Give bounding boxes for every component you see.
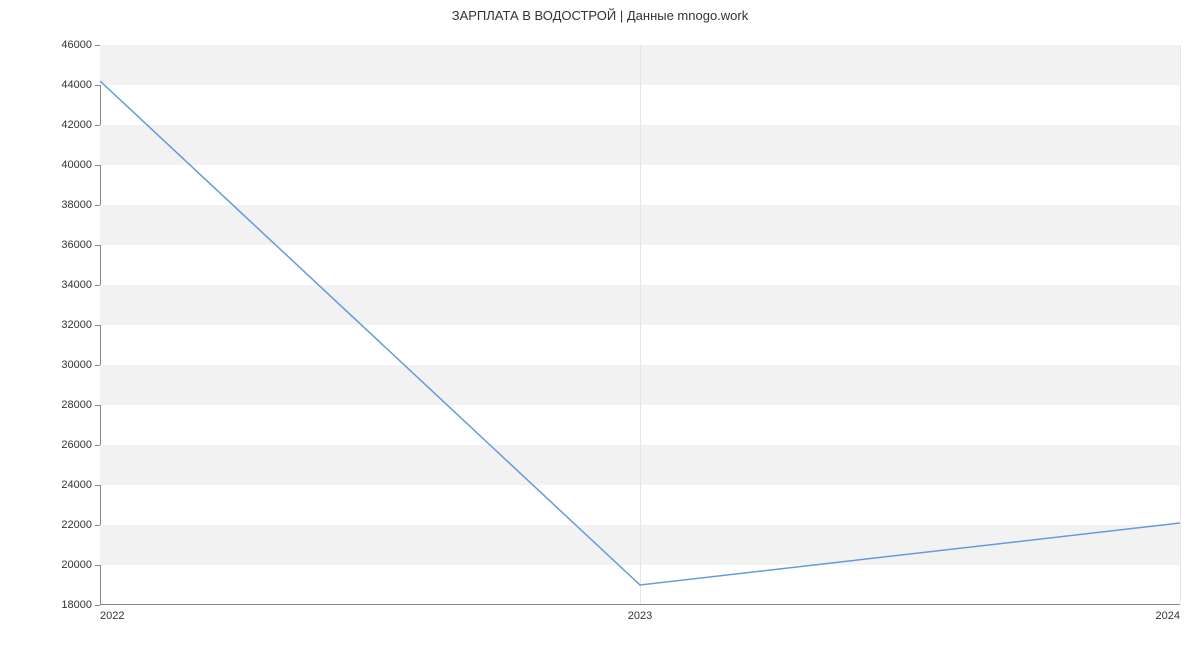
line-chart-svg — [100, 45, 1180, 604]
y-tick-label: 22000 — [61, 519, 92, 531]
series-line — [100, 81, 1180, 585]
plot-area — [100, 45, 1180, 605]
y-tick-label: 36000 — [61, 239, 92, 251]
y-tick-label: 32000 — [61, 319, 92, 331]
y-tick-label: 24000 — [61, 479, 92, 491]
y-tick-label: 38000 — [61, 199, 92, 211]
x-grid-line — [1180, 45, 1181, 604]
y-tick-label: 26000 — [61, 439, 92, 451]
y-tick-label: 20000 — [61, 559, 92, 571]
x-tick-label: 2024 — [1156, 610, 1180, 622]
y-tick-label: 18000 — [61, 599, 92, 611]
y-tick-label: 30000 — [61, 359, 92, 371]
x-tick-label: 2022 — [100, 610, 124, 622]
y-tick-label: 34000 — [61, 279, 92, 291]
y-tick-mark — [95, 605, 100, 606]
y-tick-label: 28000 — [61, 399, 92, 411]
y-tick-label: 44000 — [61, 79, 92, 91]
y-tick-label: 42000 — [61, 119, 92, 131]
chart-title: ЗАРПЛАТА В ВОДОСТРОЙ | Данные mnogo.work — [0, 8, 1200, 23]
y-tick-label: 46000 — [61, 39, 92, 51]
y-tick-label: 40000 — [61, 159, 92, 171]
x-tick-label: 2023 — [628, 610, 652, 622]
